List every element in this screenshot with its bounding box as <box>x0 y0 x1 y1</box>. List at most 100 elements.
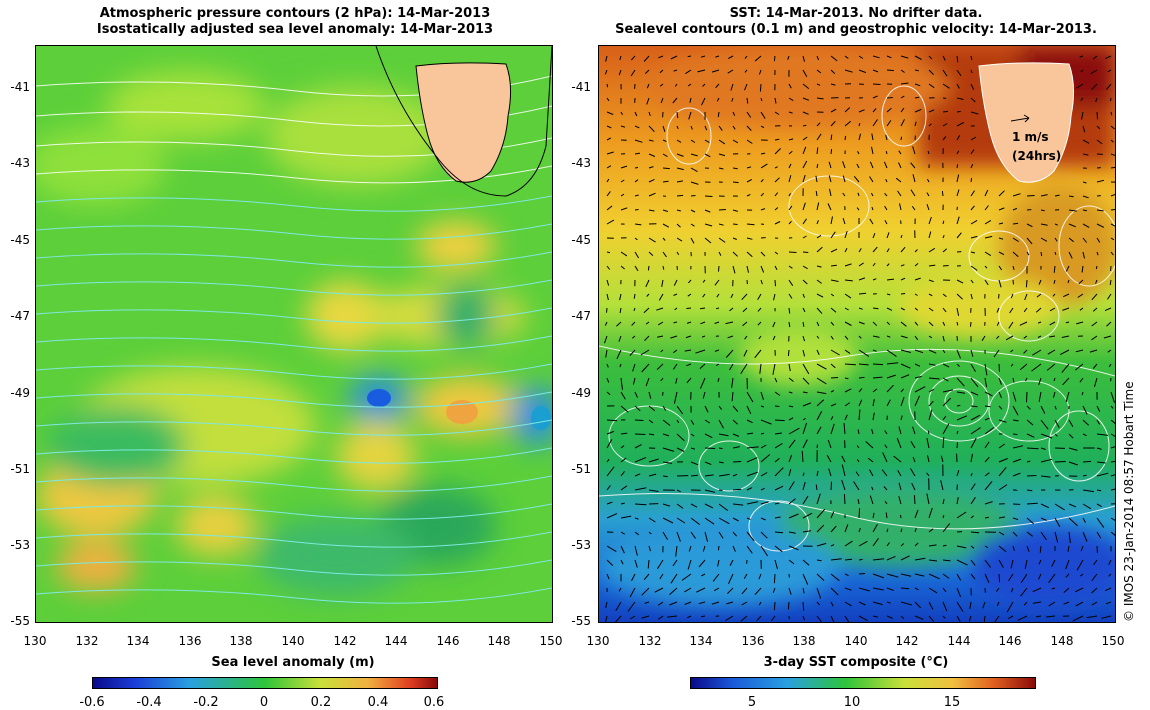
lon-label: 134 <box>126 634 150 648</box>
velocity-arrow <box>632 377 636 385</box>
velocity-arrow <box>830 69 836 74</box>
velocity-arrow <box>994 615 1000 622</box>
velocity-arrow <box>942 69 948 77</box>
velocity-arrow <box>872 335 880 338</box>
velocity-arrow <box>1037 335 1042 338</box>
velocity-arrow <box>620 515 632 519</box>
velocity-arrow <box>872 388 878 393</box>
lon-label: 134 <box>689 634 713 648</box>
velocity-arrow <box>828 175 832 183</box>
velocity-arrow <box>673 321 678 324</box>
velocity-arrow <box>886 362 899 365</box>
velocity-arrow <box>1040 237 1048 242</box>
velocity-arrow <box>942 265 949 267</box>
velocity-arrow <box>676 153 684 157</box>
velocity-arrow <box>956 497 959 505</box>
velocity-arrow <box>760 454 771 463</box>
velocity-arrow <box>1026 433 1035 438</box>
velocity-arrow <box>1096 139 1103 145</box>
velocity-arrow <box>942 415 947 421</box>
velocity-arrow <box>704 461 712 466</box>
velocity-arrow <box>688 279 692 284</box>
velocity-arrow <box>914 293 918 296</box>
velocity-arrow <box>618 335 622 342</box>
velocity-arrow <box>1026 460 1031 463</box>
velocity-arrow <box>1049 335 1056 338</box>
velocity-arrow <box>984 205 989 211</box>
velocity-arrow <box>760 444 767 449</box>
velocity-arrow <box>802 124 807 127</box>
velocity-arrow <box>956 307 960 316</box>
velocity-arrow <box>634 167 639 169</box>
velocity-arrow <box>816 470 819 477</box>
velocity-arrow <box>1062 377 1070 386</box>
velocity-arrow <box>732 517 739 522</box>
velocity-arrow <box>855 471 860 477</box>
velocity-arrow <box>619 55 622 61</box>
velocity-arrow <box>634 545 638 556</box>
velocity-arrow <box>704 503 714 509</box>
velocity-arrow <box>942 423 950 435</box>
velocity-arrow <box>872 55 880 59</box>
velocity-arrow <box>970 219 978 225</box>
velocity-arrow <box>802 160 808 169</box>
velocity-arrow <box>895 177 902 183</box>
velocity-arrow <box>1012 207 1018 211</box>
velocity-arrow <box>1052 391 1056 398</box>
velocity-arrow <box>858 109 865 113</box>
velocity-arrow <box>1110 517 1115 521</box>
velocity-arrow <box>774 442 783 449</box>
velocity-arrow <box>606 165 612 169</box>
velocity-arrow <box>984 545 989 549</box>
velocity-arrow <box>732 433 740 437</box>
velocity-arrow <box>858 388 863 393</box>
velocity-arrow <box>942 377 949 382</box>
velocity-arrow <box>1103 335 1112 339</box>
velocity-arrow <box>643 55 650 62</box>
velocity-arrow <box>606 391 611 396</box>
velocity-arrow <box>1026 237 1033 245</box>
velocity-arrow <box>712 573 720 582</box>
velocity-arrow <box>1040 419 1049 430</box>
velocity-arrow <box>816 133 822 141</box>
velocity-arrow <box>662 419 671 426</box>
velocity-arrow <box>828 161 832 169</box>
velocity-arrow <box>1012 377 1015 383</box>
velocity-arrow <box>802 559 810 566</box>
velocity-arrow <box>914 249 918 253</box>
velocity-arrow <box>928 231 932 239</box>
velocity-arrow <box>676 433 685 442</box>
velocity-arrow <box>732 181 739 184</box>
velocity-arrow <box>998 458 1008 463</box>
velocity-arrow <box>1082 405 1088 415</box>
velocity-arrow <box>928 349 937 354</box>
velocity-arrow <box>998 190 1005 197</box>
velocity-arrow <box>886 573 899 578</box>
velocity-arrow <box>606 307 608 313</box>
velocity-arrow <box>1026 489 1033 492</box>
velocity-arrow <box>910 441 916 449</box>
velocity-arrow <box>729 559 734 566</box>
velocity-arrow <box>676 237 683 242</box>
velocity-arrow <box>914 83 921 87</box>
velocity-arrow <box>984 480 993 491</box>
velocity-arrow <box>984 559 991 568</box>
velocity-arrow <box>700 615 706 618</box>
velocity-arrow <box>872 376 883 379</box>
velocity-arrow <box>772 321 776 328</box>
velocity-arrow <box>802 307 806 313</box>
velocity-arrow <box>872 615 879 618</box>
velocity-arrow <box>998 443 1005 449</box>
velocity-arrow <box>1096 111 1098 120</box>
velocity-arrow <box>956 559 968 566</box>
velocity-arrow <box>998 516 1006 519</box>
velocity-arrow <box>816 573 825 581</box>
velocity-arrow <box>802 69 808 78</box>
velocity-arrow <box>1054 419 1060 429</box>
velocity-arrow <box>760 111 766 119</box>
velocity-arrow <box>1040 194 1048 197</box>
velocity-arrow <box>675 377 678 384</box>
velocity-arrow <box>900 69 905 73</box>
velocity-arrow <box>690 167 698 173</box>
velocity-arrow <box>774 419 785 422</box>
